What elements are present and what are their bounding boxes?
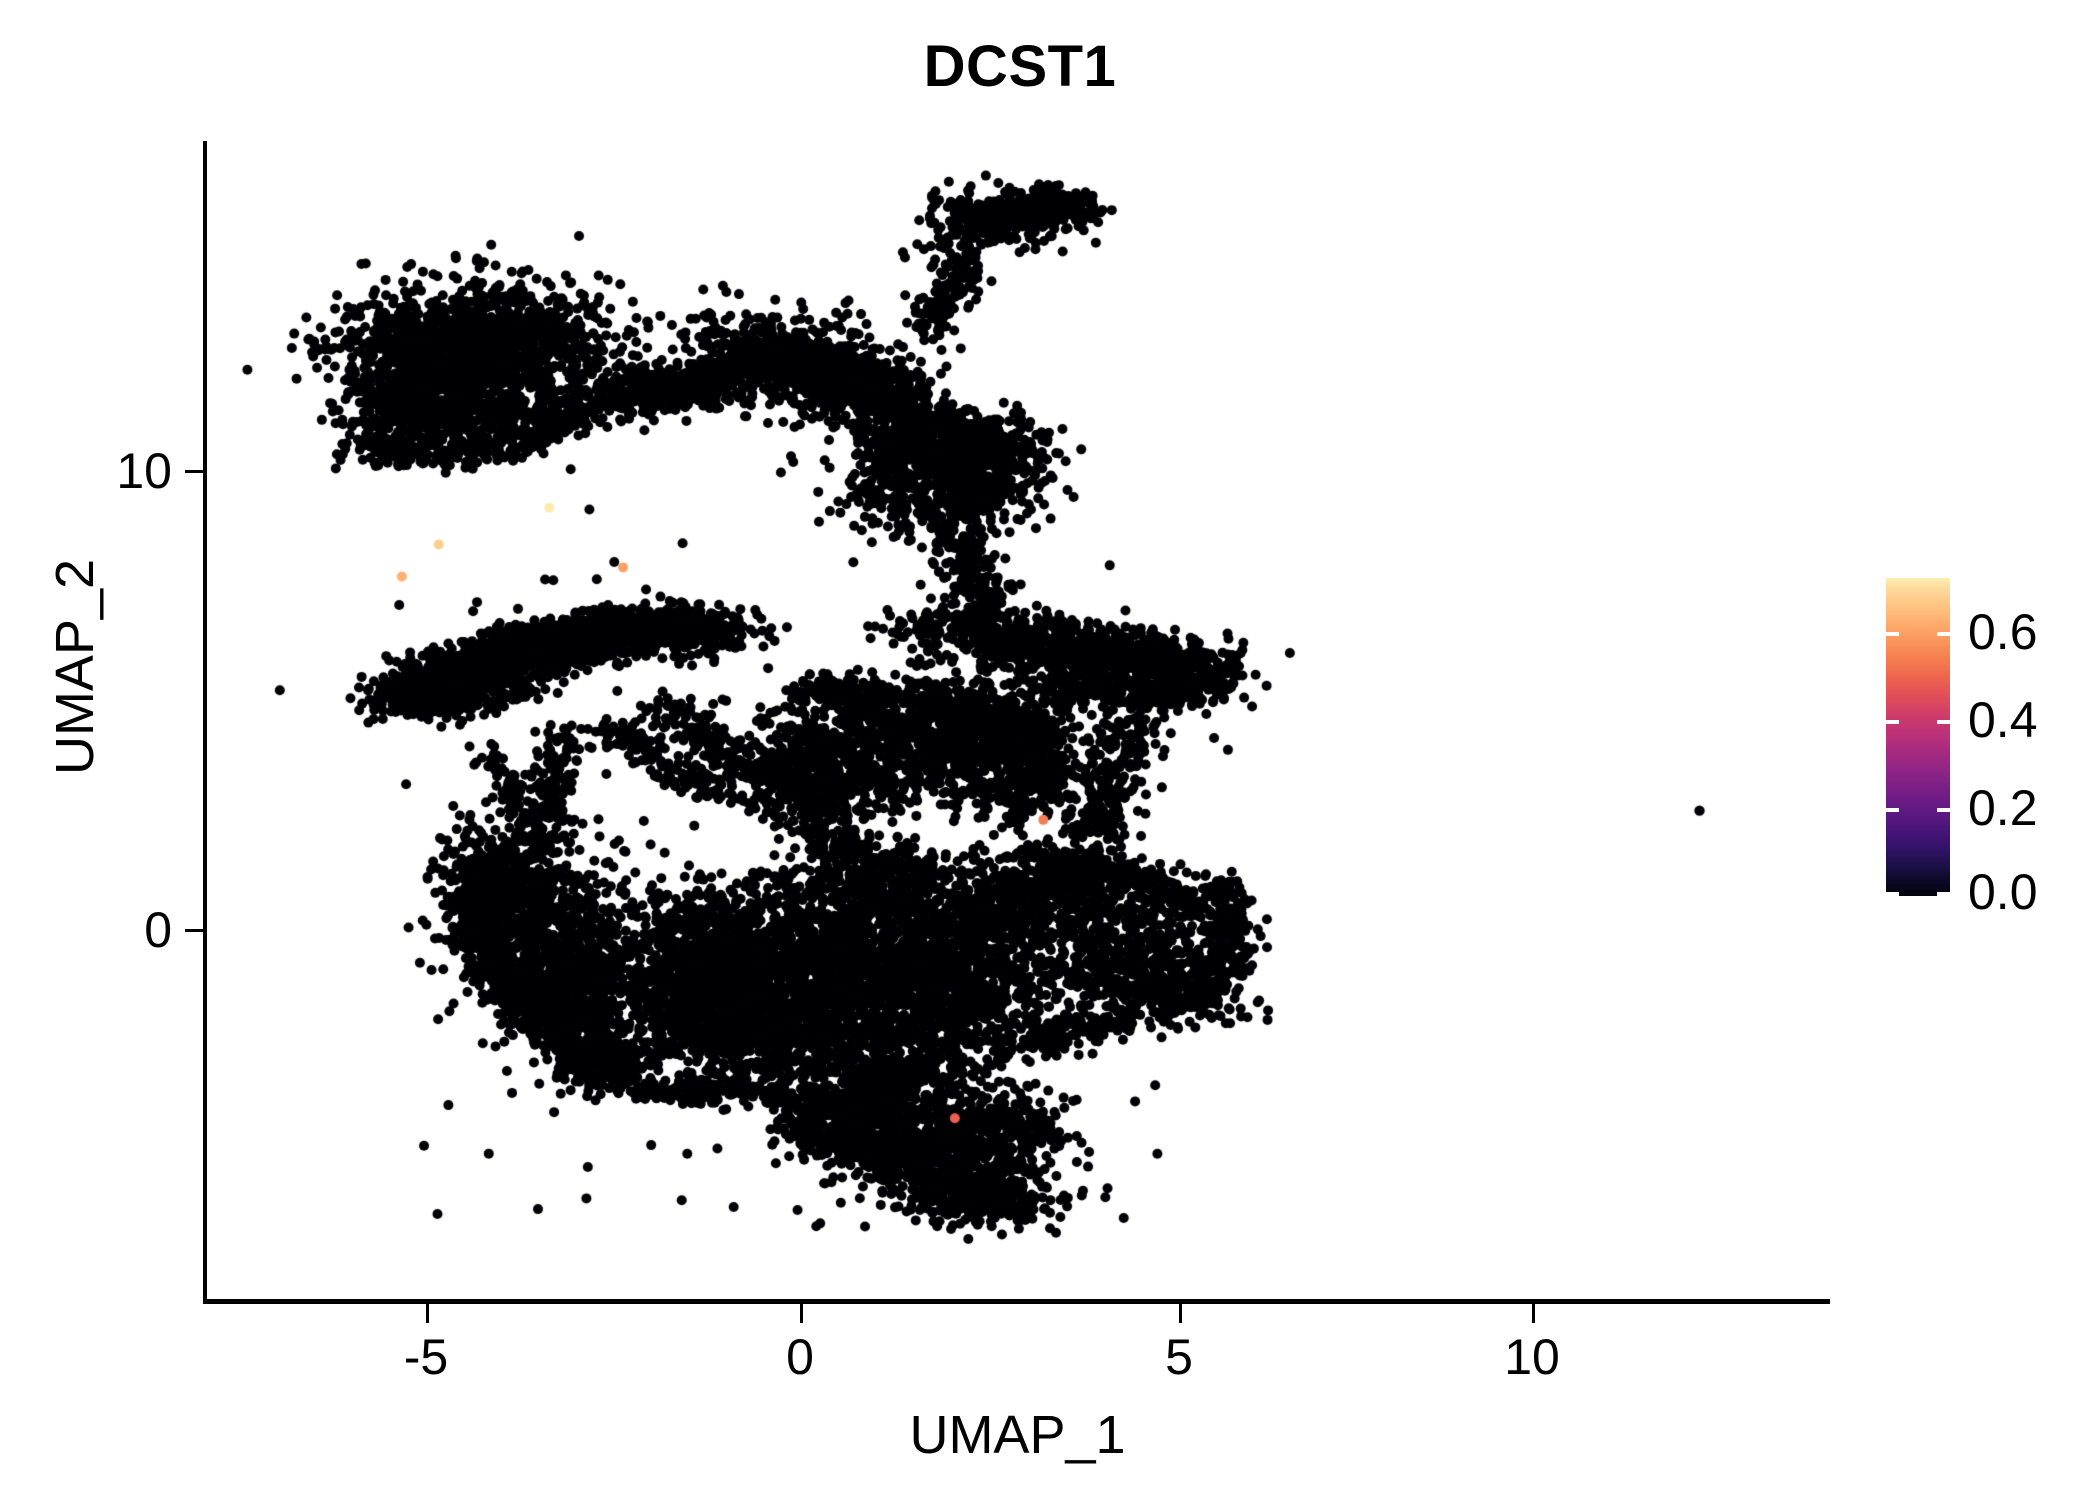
colorbar-gradient xyxy=(1886,578,1950,896)
colorbar-tick-mark xyxy=(1937,808,1950,812)
colorbar-tick-mark xyxy=(1886,632,1899,636)
y-axis-line xyxy=(203,141,207,1304)
plot-panel xyxy=(205,141,1830,1302)
x-axis-tick-mark xyxy=(800,1304,803,1323)
colorbar-tick-mark xyxy=(1886,808,1899,812)
colorbar-tick-mark xyxy=(1886,892,1899,896)
x-axis-tick-label: 0 xyxy=(786,1329,814,1385)
y-axis-tick-label: 0 xyxy=(144,902,172,958)
colorbar-tick-label: 0.6 xyxy=(1968,604,2038,660)
x-axis-tick-label: 5 xyxy=(1165,1329,1193,1385)
colorbar-tick-mark xyxy=(1937,632,1950,636)
colorbar-tick-label: 0.4 xyxy=(1968,692,2038,748)
page-title: DCST1 xyxy=(923,34,1117,99)
color-legend: 0.6 0.4 0.2 0.0 xyxy=(1886,578,2086,917)
y-axis-tick-mark xyxy=(185,929,204,932)
x-axis-tick-label: 10 xyxy=(1504,1329,1560,1385)
scatter-plot-canvas xyxy=(205,141,1830,1302)
colorbar-tick-label: 0.2 xyxy=(1968,780,2038,836)
y-axis-title: UMAP_2 xyxy=(45,558,105,776)
colorbar-tick-label: 0.0 xyxy=(1968,864,2038,920)
colorbar-tick-mark xyxy=(1937,892,1950,896)
x-axis-tick-mark xyxy=(1532,1304,1535,1323)
x-axis-line xyxy=(203,1299,1830,1304)
y-axis-tick-mark xyxy=(185,470,204,473)
colorbar-tick-mark xyxy=(1937,720,1950,724)
x-axis-tick-mark xyxy=(1179,1304,1182,1323)
colorbar-tick-mark xyxy=(1886,720,1899,724)
x-axis-tick-label: -5 xyxy=(403,1329,449,1385)
y-axis-tick-label: 10 xyxy=(116,443,172,499)
x-axis-tick-mark xyxy=(426,1304,429,1323)
x-axis-title: UMAP_1 xyxy=(909,1405,1126,1465)
